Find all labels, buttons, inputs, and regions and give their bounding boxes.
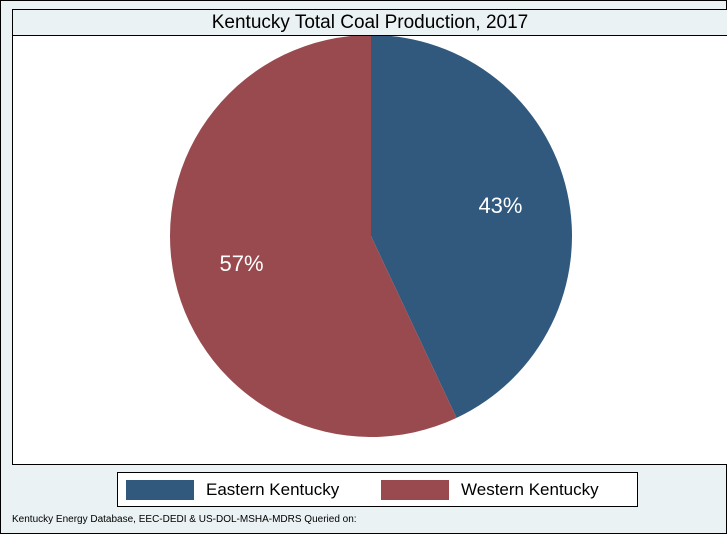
source-note: Kentucky Energy Database, EEC-DEDI & US-… <box>12 514 357 525</box>
legend-label-western-kentucky: Western Kentucky <box>461 479 599 499</box>
pie-chart: 43% 57% <box>170 36 572 437</box>
chart-legend: Eastern Kentucky Western Kentucky <box>117 472 638 507</box>
legend-swatch-eastern-kentucky <box>126 479 194 500</box>
plot-area: 43% 57% <box>12 35 727 465</box>
pie-slice-western-kentucky <box>170 36 457 437</box>
legend-label-eastern-kentucky: Eastern Kentucky <box>206 479 340 499</box>
slice-label-western-kentucky: 57% <box>220 251 264 276</box>
legend-swatch-western-kentucky <box>381 479 449 500</box>
slice-label-eastern-kentucky: 43% <box>478 193 522 218</box>
pie-slice-eastern-kentucky <box>371 36 572 418</box>
legend-item-western-kentucky: Western Kentucky <box>381 473 599 506</box>
chart-title: Kentucky Total Coal Production, 2017 <box>12 9 727 36</box>
legend-item-eastern-kentucky: Eastern Kentucky <box>126 473 339 506</box>
